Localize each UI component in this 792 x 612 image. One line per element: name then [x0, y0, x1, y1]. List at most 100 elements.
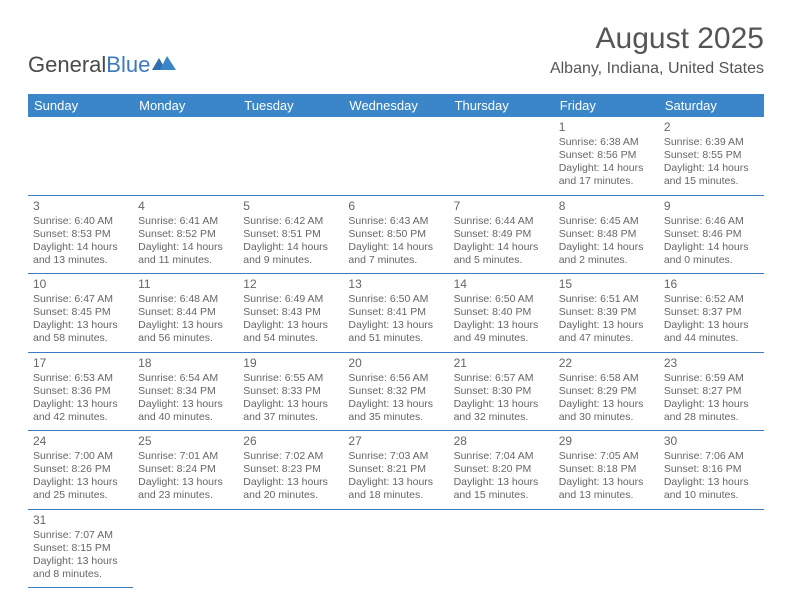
day-cell: 10Sunrise: 6:47 AMSunset: 8:45 PMDayligh…: [28, 274, 133, 353]
sunrise-line: Sunrise: 6:55 AM: [243, 372, 338, 385]
sunrise-line: Sunrise: 6:59 AM: [664, 372, 759, 385]
day-cell: 1Sunrise: 6:38 AMSunset: 8:56 PMDaylight…: [554, 117, 659, 195]
day-cell: 6Sunrise: 6:43 AMSunset: 8:50 PMDaylight…: [343, 195, 448, 274]
day-number: 22: [559, 356, 654, 371]
month-title: August 2025: [550, 22, 764, 56]
sunrise-line: Sunrise: 6:52 AM: [664, 293, 759, 306]
sunrise-line: Sunrise: 6:50 AM: [348, 293, 443, 306]
sunrise-line: Sunrise: 6:58 AM: [559, 372, 654, 385]
day-number: 5: [243, 199, 338, 214]
sunset-line: Sunset: 8:34 PM: [138, 385, 233, 398]
day-cell: 5Sunrise: 6:42 AMSunset: 8:51 PMDaylight…: [238, 195, 343, 274]
day-number: 9: [664, 199, 759, 214]
sunset-line: Sunset: 8:20 PM: [454, 463, 549, 476]
weekday-header: Monday: [133, 94, 238, 117]
day-number: 12: [243, 277, 338, 292]
day-number: 29: [559, 434, 654, 449]
day-cell: 27Sunrise: 7:03 AMSunset: 8:21 PMDayligh…: [343, 431, 448, 510]
sunrise-line: Sunrise: 6:43 AM: [348, 215, 443, 228]
day-cell: 28Sunrise: 7:04 AMSunset: 8:20 PMDayligh…: [449, 431, 554, 510]
calendar-row: 24Sunrise: 7:00 AMSunset: 8:26 PMDayligh…: [28, 431, 764, 510]
day-number: 24: [33, 434, 128, 449]
day-cell: 24Sunrise: 7:00 AMSunset: 8:26 PMDayligh…: [28, 431, 133, 510]
sunrise-line: Sunrise: 7:05 AM: [559, 450, 654, 463]
day-number: 1: [559, 120, 654, 135]
empty-cell: [28, 117, 133, 195]
sunrise-line: Sunrise: 6:47 AM: [33, 293, 128, 306]
daylight-line: Daylight: 13 hours and 30 minutes.: [559, 398, 654, 424]
sunset-line: Sunset: 8:44 PM: [138, 306, 233, 319]
day-cell: 3Sunrise: 6:40 AMSunset: 8:53 PMDaylight…: [28, 195, 133, 274]
sunrise-line: Sunrise: 6:40 AM: [33, 215, 128, 228]
daylight-line: Daylight: 14 hours and 11 minutes.: [138, 241, 233, 267]
day-cell: 25Sunrise: 7:01 AMSunset: 8:24 PMDayligh…: [133, 431, 238, 510]
day-number: 10: [33, 277, 128, 292]
day-number: 16: [664, 277, 759, 292]
sunrise-line: Sunrise: 7:07 AM: [33, 529, 128, 542]
weekday-header: Tuesday: [238, 94, 343, 117]
daylight-line: Daylight: 14 hours and 13 minutes.: [33, 241, 128, 267]
daylight-line: Daylight: 13 hours and 8 minutes.: [33, 555, 128, 581]
sunrise-line: Sunrise: 6:56 AM: [348, 372, 443, 385]
day-cell: 14Sunrise: 6:50 AMSunset: 8:40 PMDayligh…: [449, 274, 554, 353]
day-number: 14: [454, 277, 549, 292]
day-number: 8: [559, 199, 654, 214]
calendar-row: 31Sunrise: 7:07 AMSunset: 8:15 PMDayligh…: [28, 509, 764, 588]
empty-cell: [554, 509, 659, 588]
logo: GeneralBlue: [28, 52, 176, 78]
sunset-line: Sunset: 8:24 PM: [138, 463, 233, 476]
day-cell: 9Sunrise: 6:46 AMSunset: 8:46 PMDaylight…: [659, 195, 764, 274]
sunrise-line: Sunrise: 7:06 AM: [664, 450, 759, 463]
empty-cell: [449, 117, 554, 195]
day-number: 31: [33, 513, 128, 528]
calendar-header-row: SundayMondayTuesdayWednesdayThursdayFrid…: [28, 94, 764, 117]
daylight-line: Daylight: 13 hours and 44 minutes.: [664, 319, 759, 345]
sunrise-line: Sunrise: 6:45 AM: [559, 215, 654, 228]
daylight-line: Daylight: 13 hours and 20 minutes.: [243, 476, 338, 502]
daylight-line: Daylight: 14 hours and 5 minutes.: [454, 241, 549, 267]
empty-cell: [343, 509, 448, 588]
day-number: 2: [664, 120, 759, 135]
logo-text-general: General: [28, 52, 106, 78]
sunset-line: Sunset: 8:36 PM: [33, 385, 128, 398]
day-number: 21: [454, 356, 549, 371]
sunset-line: Sunset: 8:18 PM: [559, 463, 654, 476]
weekday-header: Friday: [554, 94, 659, 117]
empty-cell: [238, 117, 343, 195]
daylight-line: Daylight: 13 hours and 35 minutes.: [348, 398, 443, 424]
sunset-line: Sunset: 8:29 PM: [559, 385, 654, 398]
sunrise-line: Sunrise: 6:41 AM: [138, 215, 233, 228]
flag-icon: [152, 52, 176, 78]
sunset-line: Sunset: 8:56 PM: [559, 149, 654, 162]
calendar-row: 1Sunrise: 6:38 AMSunset: 8:56 PMDaylight…: [28, 117, 764, 195]
daylight-line: Daylight: 14 hours and 2 minutes.: [559, 241, 654, 267]
day-number: 28: [454, 434, 549, 449]
logo-text-blue: Blue: [106, 52, 150, 78]
daylight-line: Daylight: 13 hours and 13 minutes.: [559, 476, 654, 502]
day-cell: 21Sunrise: 6:57 AMSunset: 8:30 PMDayligh…: [449, 352, 554, 431]
empty-cell: [133, 117, 238, 195]
daylight-line: Daylight: 13 hours and 56 minutes.: [138, 319, 233, 345]
sunset-line: Sunset: 8:37 PM: [664, 306, 759, 319]
calendar-row: 10Sunrise: 6:47 AMSunset: 8:45 PMDayligh…: [28, 274, 764, 353]
daylight-line: Daylight: 13 hours and 54 minutes.: [243, 319, 338, 345]
sunset-line: Sunset: 8:30 PM: [454, 385, 549, 398]
weekday-header: Wednesday: [343, 94, 448, 117]
daylight-line: Daylight: 13 hours and 23 minutes.: [138, 476, 233, 502]
daylight-line: Daylight: 13 hours and 37 minutes.: [243, 398, 338, 424]
sunrise-line: Sunrise: 7:02 AM: [243, 450, 338, 463]
empty-cell: [133, 509, 238, 588]
sunrise-line: Sunrise: 6:39 AM: [664, 136, 759, 149]
sunrise-line: Sunrise: 6:44 AM: [454, 215, 549, 228]
day-cell: 13Sunrise: 6:50 AMSunset: 8:41 PMDayligh…: [343, 274, 448, 353]
day-cell: 7Sunrise: 6:44 AMSunset: 8:49 PMDaylight…: [449, 195, 554, 274]
day-cell: 12Sunrise: 6:49 AMSunset: 8:43 PMDayligh…: [238, 274, 343, 353]
day-number: 3: [33, 199, 128, 214]
daylight-line: Daylight: 13 hours and 49 minutes.: [454, 319, 549, 345]
empty-cell: [449, 509, 554, 588]
day-cell: 29Sunrise: 7:05 AMSunset: 8:18 PMDayligh…: [554, 431, 659, 510]
day-cell: 20Sunrise: 6:56 AMSunset: 8:32 PMDayligh…: [343, 352, 448, 431]
sunrise-line: Sunrise: 6:48 AM: [138, 293, 233, 306]
day-number: 6: [348, 199, 443, 214]
day-cell: 11Sunrise: 6:48 AMSunset: 8:44 PMDayligh…: [133, 274, 238, 353]
